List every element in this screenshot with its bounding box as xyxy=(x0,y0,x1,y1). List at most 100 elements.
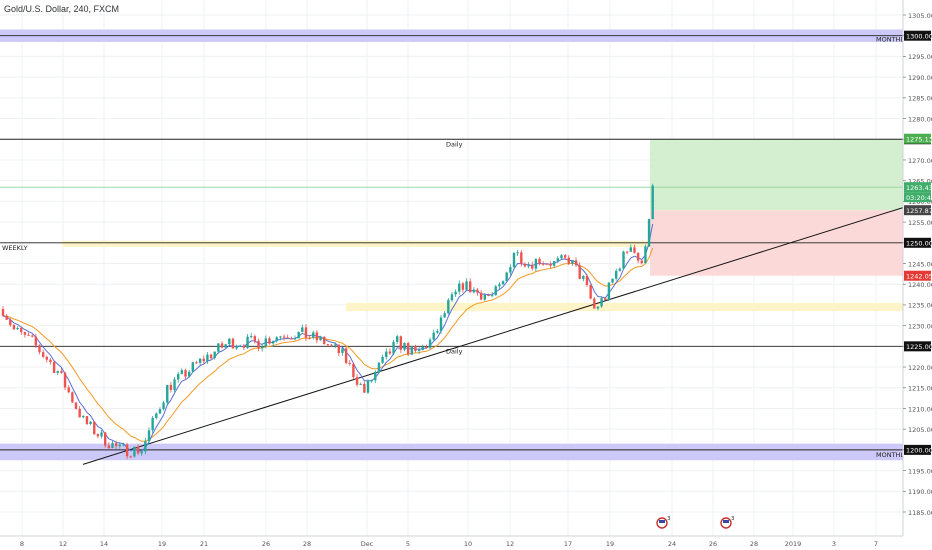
candle xyxy=(516,252,519,254)
candle xyxy=(406,343,410,355)
candle xyxy=(509,267,512,273)
event-flag-stripe xyxy=(659,520,665,523)
price-tick-label: 1190.00 xyxy=(908,488,932,496)
candle xyxy=(352,363,355,378)
price-tick-label: 1210.00 xyxy=(908,405,932,413)
level-price-tag-label: 1225.00 xyxy=(906,343,932,351)
candle xyxy=(512,253,516,268)
candle xyxy=(308,337,311,339)
candle xyxy=(231,338,235,349)
candle xyxy=(542,263,545,265)
candle xyxy=(560,255,563,259)
candle xyxy=(9,319,12,326)
candle xyxy=(264,338,267,347)
candle xyxy=(133,446,136,457)
candle xyxy=(505,272,508,282)
price-tick-label: 1205.00 xyxy=(908,426,932,434)
candle xyxy=(527,264,530,267)
date-tick-label: 26 xyxy=(262,540,270,548)
candle xyxy=(78,408,81,418)
date-tick-label: 28 xyxy=(750,540,758,548)
date-tick-label: 10 xyxy=(464,540,472,548)
candle xyxy=(520,252,523,264)
candle xyxy=(611,278,614,283)
candle xyxy=(224,344,227,348)
candle xyxy=(596,306,600,309)
price-tick-label: 1245.00 xyxy=(908,260,932,268)
candle xyxy=(257,340,260,349)
time-axis[interactable]: 8 12 14 19 21 26 28 Dec 5 10 12 17 19 24 26 28 2019 3 7 xyxy=(0,535,903,548)
date-tick-label: 19 xyxy=(606,540,614,548)
level-label: Daily xyxy=(446,347,463,355)
candle xyxy=(417,350,421,352)
candle xyxy=(578,265,581,279)
candle xyxy=(250,336,253,338)
candle xyxy=(184,370,187,377)
price-axis[interactable]: 1185.00 1190.00 1195.00 1200.00 1205.00 1210.… xyxy=(902,0,932,536)
date-tick-label: 8 xyxy=(20,540,24,548)
candle xyxy=(377,362,381,373)
candle xyxy=(260,346,264,349)
candle xyxy=(67,387,70,393)
price-tick-label: 1260.00 xyxy=(908,198,932,206)
stop-price-tag-label: 1242.05 xyxy=(906,273,932,281)
candle xyxy=(447,300,450,314)
level-price-tag xyxy=(904,341,931,352)
candle xyxy=(359,383,362,385)
zone-monthly-demand xyxy=(0,443,903,461)
candle xyxy=(563,255,567,258)
candle xyxy=(593,298,596,309)
candle xyxy=(242,345,246,348)
zones xyxy=(0,29,903,461)
candle xyxy=(41,352,45,357)
candle xyxy=(122,444,125,446)
candle xyxy=(217,343,220,352)
candle xyxy=(600,298,603,307)
candle xyxy=(213,351,216,359)
candle xyxy=(344,348,348,363)
zone-weekly-zone xyxy=(62,240,903,247)
candle xyxy=(147,430,151,442)
entry-price-tag xyxy=(904,205,931,216)
target-price-tag xyxy=(904,133,931,144)
candle xyxy=(107,445,111,449)
current-price-tag xyxy=(904,182,931,193)
candle xyxy=(45,356,48,360)
candle xyxy=(191,362,194,372)
candle xyxy=(49,359,52,363)
level-price-tag xyxy=(904,30,931,41)
candle xyxy=(458,283,461,292)
candle xyxy=(16,328,19,330)
candle xyxy=(74,402,78,409)
level-price-tag-label: 1250.00 xyxy=(906,240,932,248)
candle xyxy=(118,444,121,447)
price-tick-label: 1295.00 xyxy=(908,53,932,61)
candle xyxy=(472,289,476,293)
candle xyxy=(326,344,330,346)
date-tick-label: 19 xyxy=(158,540,166,548)
candle xyxy=(129,456,132,458)
candle xyxy=(202,358,205,362)
date-tick-label: Dec xyxy=(361,540,374,548)
candle xyxy=(425,346,428,348)
candle xyxy=(286,337,289,339)
price-tick-label: 1235.00 xyxy=(908,302,932,310)
candle xyxy=(140,451,143,454)
candle xyxy=(403,343,406,350)
date-tick-label: 2019 xyxy=(785,540,802,548)
candle xyxy=(494,286,497,296)
candle xyxy=(228,338,231,345)
candle xyxy=(304,327,308,338)
price-tick-label: 1240.00 xyxy=(908,281,932,289)
candle xyxy=(615,270,618,279)
candle xyxy=(607,282,611,300)
candle xyxy=(341,348,344,353)
price-tick-label: 1215.00 xyxy=(908,385,932,393)
candle xyxy=(443,313,446,318)
date-tick-label: 5 xyxy=(406,540,410,548)
level-price-tag xyxy=(904,237,931,248)
candle xyxy=(644,246,647,264)
level-label: Daily xyxy=(446,140,463,148)
